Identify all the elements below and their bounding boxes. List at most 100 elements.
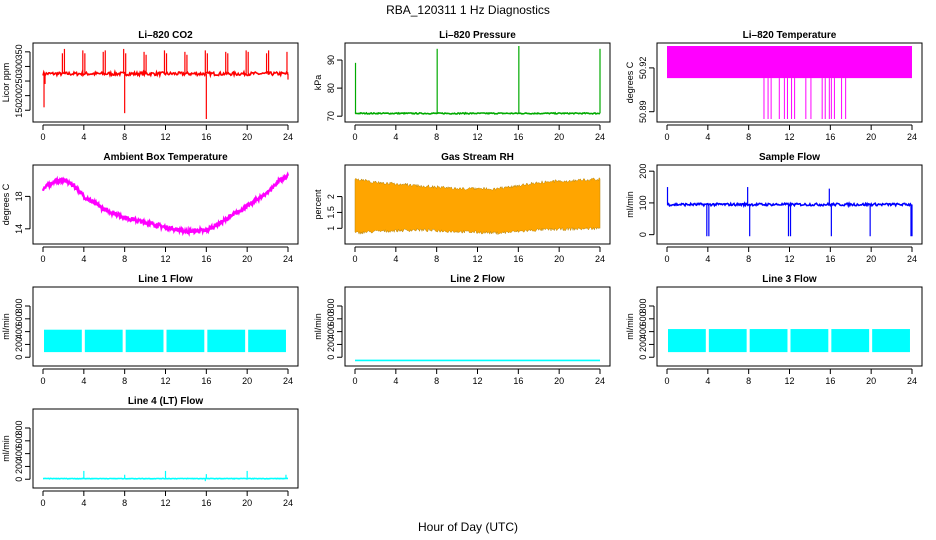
x-tick-label: 0 [664, 132, 669, 142]
y-axis-label: ml/min [1, 313, 11, 340]
series-line [41, 171, 290, 237]
x-tick-label: 16 [201, 132, 211, 142]
x-tick-label: 16 [201, 498, 211, 508]
x-tick-label: 8 [122, 254, 127, 264]
y-tick-label: 90 [326, 55, 336, 65]
x-tick-label: 16 [513, 132, 523, 142]
panel-9: Line 4 (LT) Flow ml/min 0 4 8 12 16 20 24 0 200400… [1, 396, 299, 508]
y-axis-label: ml/min [1, 435, 11, 462]
y-tick-label: 100 [638, 195, 648, 210]
x-tick-label: 12 [160, 498, 170, 508]
plot-frame [32, 42, 299, 123]
x-tick-label: 12 [472, 254, 482, 264]
y-tick-label: 250 [14, 74, 24, 89]
series-band [166, 329, 205, 353]
y-tick-label: 1.5 [326, 206, 336, 219]
y-axis-label: degrees C [1, 183, 11, 225]
x-tick-label: 4 [393, 376, 398, 386]
x-tick-label: 24 [283, 132, 293, 142]
series-band [207, 329, 246, 353]
plot-frame [32, 164, 299, 245]
y-tick-label: 200 [638, 337, 648, 352]
y-tick-label: 200 [326, 337, 336, 352]
x-tick-label: 0 [352, 376, 357, 386]
panel-8: Line 3 Flow ml/min 0 4 8 12 16 20 24 0 20040060080… [625, 274, 923, 386]
panel-title: Gas Stream RH [441, 152, 514, 163]
plot-frame [344, 286, 611, 367]
x-tick-label: 0 [40, 254, 45, 264]
y-tick-label: 2 [326, 194, 336, 199]
x-tick-label: 4 [705, 132, 710, 142]
x-tick-label: 24 [595, 254, 605, 264]
x-tick-label: 16 [201, 254, 211, 264]
x-tick-label: 4 [81, 132, 86, 142]
x-tick-label: 0 [352, 254, 357, 264]
panel-title: Line 4 (LT) Flow [128, 396, 204, 407]
panel-title: Line 2 Flow [450, 274, 505, 285]
figure-title: RBA_120311 1 Hz Diagnostics [386, 3, 550, 17]
x-tick-label: 8 [746, 254, 751, 264]
x-tick-label: 0 [40, 376, 45, 386]
x-tick-label: 8 [122, 376, 127, 386]
series-line [666, 201, 913, 209]
x-tick-label: 20 [554, 376, 564, 386]
panel-2: Li–820 Temperature degrees C 0 4 8 12 16 20 24 50… [625, 30, 923, 142]
y-tick-label: 400 [14, 446, 24, 461]
x-tick-label: 20 [242, 132, 252, 142]
x-tick-label: 16 [825, 132, 835, 142]
y-tick-label: 200 [14, 337, 24, 352]
x-tick-label: 8 [122, 132, 127, 142]
plot-frame [344, 164, 611, 245]
x-tick-label: 24 [595, 376, 605, 386]
x-tick-label: 4 [81, 498, 86, 508]
x-tick-label: 12 [472, 132, 482, 142]
x-tick-label: 20 [242, 498, 252, 508]
series-line [354, 111, 600, 116]
x-tick-label: 4 [393, 132, 398, 142]
panel-title: Sample Flow [759, 152, 820, 163]
plot-frame [32, 408, 299, 489]
x-tick-label: 20 [866, 376, 876, 386]
panel-title: Li–820 Temperature [743, 30, 837, 41]
x-tick-label: 24 [283, 376, 293, 386]
y-axis-label: ml/min [313, 313, 323, 340]
x-tick-label: 20 [866, 254, 876, 264]
x-tick-label: 24 [907, 254, 917, 264]
y-tick-label: 1 [326, 226, 336, 231]
series-line [42, 69, 289, 79]
panel-title: Line 1 Flow [138, 274, 193, 285]
panel-3: Ambient Box Temperature degrees C 0 4 8 12 16 2… [1, 152, 299, 264]
y-tick-label: 200 [14, 459, 24, 474]
panel-5: Sample Flow ml/min 0 4 8 12 16 20 24 0 100 200 [625, 152, 923, 264]
y-tick-label: 200 [14, 88, 24, 103]
x-tick-label: 4 [81, 376, 86, 386]
y-tick-label: 0 [326, 355, 336, 360]
y-tick-label: 0 [14, 477, 24, 482]
series-line [43, 477, 288, 480]
series-band [667, 46, 912, 79]
y-tick-label: 400 [638, 324, 648, 339]
y-axis-label: Licor ppm [1, 63, 11, 103]
series-band [84, 329, 123, 353]
x-tick-label: 24 [907, 376, 917, 386]
x-tick-label: 0 [664, 376, 669, 386]
y-tick-label: 0 [638, 232, 648, 237]
plot-frame [344, 42, 611, 123]
y-tick-label: 350 [14, 44, 24, 59]
y-axis-label: kPa [313, 75, 323, 91]
x-tick-label: 24 [907, 132, 917, 142]
x-tick-label: 8 [434, 254, 439, 264]
panel-7: Line 2 Flow ml/min 0 4 8 12 16 20 24 0 20040060080… [313, 274, 611, 386]
y-tick-label: 0 [14, 355, 24, 360]
panel-title: Ambient Box Temperature [103, 152, 228, 163]
y-tick-label: 800 [14, 298, 24, 313]
series-band [668, 329, 706, 353]
x-tick-label: 24 [595, 132, 605, 142]
plot-frame [32, 286, 299, 367]
x-tick-label: 16 [201, 376, 211, 386]
panel-title: Line 3 Flow [762, 274, 817, 285]
series-band [872, 329, 910, 353]
x-tick-label: 24 [283, 498, 293, 508]
panel-1: Li–820 Pressure kPa 0 4 8 12 16 20 24 70 80 90 [313, 30, 611, 142]
x-tick-label: 0 [40, 132, 45, 142]
